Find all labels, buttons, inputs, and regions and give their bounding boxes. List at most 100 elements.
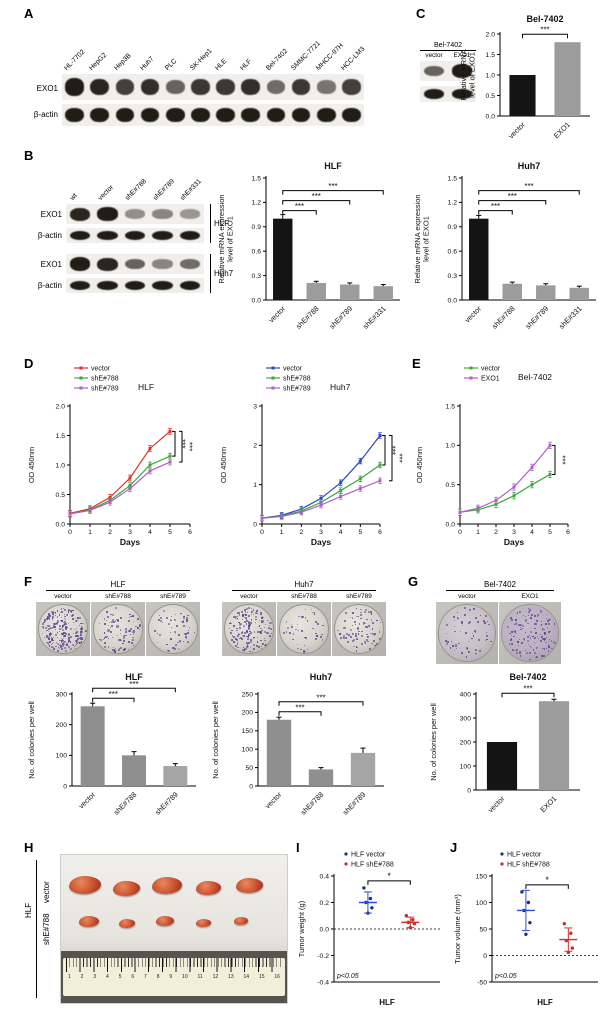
x-category-label: shE#331 — [361, 304, 388, 331]
colony-dot — [233, 641, 235, 643]
colony-dot — [243, 620, 246, 623]
colony-dot — [543, 632, 546, 634]
colony-dot — [235, 638, 237, 640]
blot-band — [266, 107, 286, 123]
colony-dot — [313, 611, 316, 614]
colony-dot — [61, 617, 63, 618]
colony-dot — [455, 648, 457, 650]
x-category-label: shE#788 — [112, 790, 139, 817]
colony-dot — [304, 636, 307, 639]
x-axis-label: Days — [311, 537, 332, 547]
colony-dot — [375, 643, 378, 645]
colony-dot — [109, 627, 111, 629]
colony-dot — [64, 623, 67, 626]
data-point — [68, 512, 72, 516]
colony-dot — [517, 641, 519, 643]
x-category-label: vector — [463, 304, 484, 325]
sig-label: *** — [491, 202, 500, 211]
colony-dot — [458, 642, 460, 645]
colony-dot — [236, 642, 239, 644]
colony-dot — [123, 647, 126, 650]
colony-dot — [245, 614, 248, 617]
colony-dot — [160, 617, 162, 619]
data-point — [339, 494, 343, 498]
data-point — [280, 515, 284, 519]
panel-a-actin-blot — [62, 104, 364, 126]
dish-label: shE#788 — [105, 593, 131, 600]
colony-dot — [62, 621, 64, 623]
colony-dot — [523, 639, 526, 642]
blot-band — [152, 230, 173, 241]
colony-dot — [315, 635, 318, 637]
panel-i-scatter-chart: -0.4 -0.2 0.0 0.2 0.4 Tumor weight (g) HLF vec… — [297, 852, 440, 1007]
colony-dot — [263, 617, 265, 619]
x-category-label: vector — [267, 304, 288, 325]
colony-dot — [188, 627, 190, 629]
colony-dot — [468, 608, 472, 611]
colony-dot — [74, 645, 76, 647]
colony-dot — [355, 650, 358, 652]
dish-photo — [277, 602, 331, 656]
colony-dot — [354, 635, 357, 638]
colony-dot — [508, 643, 511, 645]
data-point — [458, 510, 462, 514]
sig-label: *** — [523, 685, 532, 694]
colony-dot — [56, 637, 58, 639]
ruler-number: 13 — [228, 974, 234, 980]
colony-dot — [247, 635, 249, 638]
y-tick-label: 0.6 — [448, 249, 458, 256]
blot-band — [216, 107, 235, 123]
colony-dot — [132, 636, 134, 638]
legend-label: HLF shE#788 — [507, 862, 550, 869]
y-tick-label: 0.9 — [448, 224, 458, 231]
colony-dot — [527, 607, 530, 610]
colony-dot — [229, 632, 232, 634]
y-tick-label: 100 — [476, 900, 488, 907]
colony-dot — [357, 633, 359, 635]
panel-c-blot: Bel-7402 vector EXO1 — [420, 42, 476, 102]
lane-label: SK-Hep1 — [189, 47, 214, 72]
colony-dot — [514, 630, 516, 633]
colony-dot — [79, 617, 82, 619]
colony-dot — [166, 643, 168, 646]
colony-dot — [103, 638, 105, 640]
data-point — [148, 446, 152, 450]
colony-dot — [542, 647, 544, 650]
panel-f-label: F — [24, 574, 32, 589]
colony-dot — [61, 639, 64, 641]
colony-dot — [322, 624, 324, 627]
colony-dot — [82, 623, 84, 625]
colony-dot — [372, 632, 375, 635]
colony-dot — [238, 633, 241, 636]
colony-dot — [75, 643, 78, 646]
colony-dot — [122, 648, 126, 652]
blot-band — [316, 107, 336, 123]
colony-dot — [260, 647, 263, 650]
y-tick-label: 1.5 — [56, 433, 66, 440]
colony-dot — [510, 638, 513, 640]
colony-dot — [510, 635, 513, 637]
colony-dot — [368, 611, 371, 614]
y-tick-label: 0.5 — [446, 482, 456, 489]
data-point — [494, 498, 498, 502]
colony-dot — [72, 617, 75, 620]
colony-dot — [176, 625, 178, 628]
colony-dot — [255, 609, 259, 613]
blot-band — [97, 280, 118, 291]
colony-dot — [457, 617, 459, 619]
colony-dot — [247, 638, 249, 641]
colony-dot — [54, 614, 56, 616]
colony-dot — [42, 627, 44, 629]
colony-dot — [78, 624, 81, 626]
colony-dot — [132, 615, 135, 618]
colony-dot — [283, 631, 286, 634]
colony-dot — [71, 612, 73, 614]
lane-label: EXO1 — [453, 52, 471, 59]
colony-dot — [236, 639, 238, 641]
colony-dot — [115, 647, 117, 649]
colony-dot — [376, 619, 378, 622]
x-tick-label: 3 — [319, 529, 323, 536]
colony-dot — [64, 635, 66, 637]
y-tick-label: 1.2 — [252, 200, 262, 207]
y-tick-label: 0.5 — [486, 93, 496, 100]
